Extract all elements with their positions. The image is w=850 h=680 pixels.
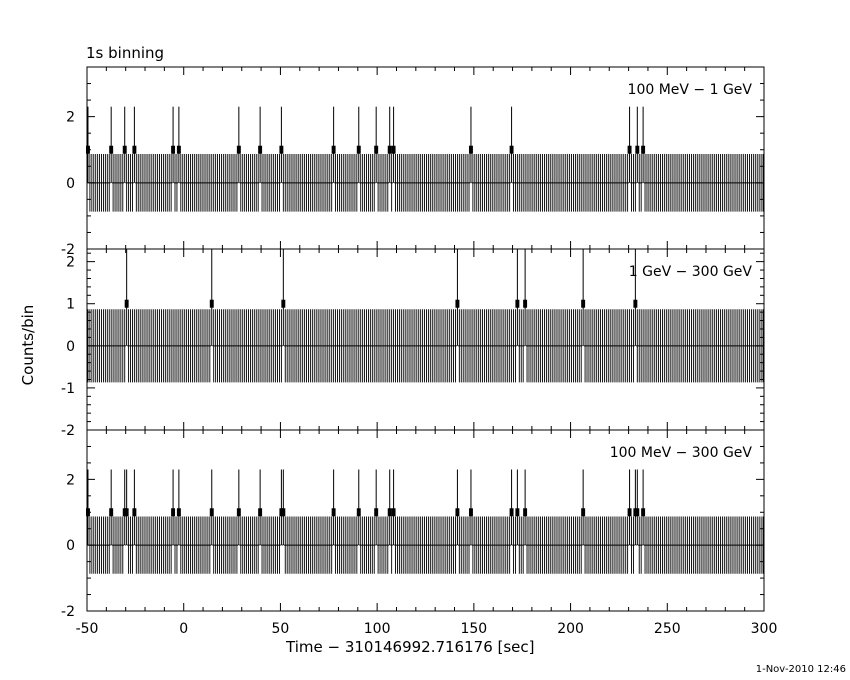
count-marker bbox=[509, 145, 514, 154]
count-marker bbox=[258, 145, 263, 154]
count-marker bbox=[279, 145, 284, 154]
x-axis-label: Time − 310146992.716176 [sec] bbox=[286, 638, 535, 656]
chart-title: 1s binning bbox=[86, 44, 165, 62]
y-tick-label: 0 bbox=[66, 339, 75, 355]
y-tick-label: 2 bbox=[66, 472, 75, 488]
count-marker bbox=[171, 145, 176, 154]
count-marker bbox=[236, 145, 241, 154]
x-tick-label: 300 bbox=[751, 621, 778, 637]
x-tick-label: -50 bbox=[76, 621, 99, 637]
count-marker bbox=[633, 299, 638, 308]
count-marker bbox=[281, 508, 286, 517]
panel-frame bbox=[86, 429, 765, 612]
count-marker bbox=[124, 299, 129, 308]
count-marker bbox=[515, 508, 520, 517]
y-tick-label: 0 bbox=[66, 538, 75, 554]
y-tick-label: -2 bbox=[61, 423, 75, 439]
count-marker bbox=[281, 299, 286, 308]
count-marker bbox=[236, 508, 241, 517]
count-marker bbox=[523, 299, 528, 308]
count-marker bbox=[641, 145, 646, 154]
panel-energy-label: 1 GeV − 300 GeV bbox=[629, 264, 753, 280]
x-tick-label: 100 bbox=[364, 621, 391, 637]
count-marker bbox=[455, 299, 460, 308]
count-marker bbox=[176, 508, 181, 517]
count-marker bbox=[374, 508, 379, 517]
count-marker bbox=[391, 508, 396, 517]
count-marker bbox=[109, 145, 114, 154]
count-marker bbox=[468, 508, 473, 517]
y-tick-label: 1 bbox=[66, 297, 75, 313]
count-marker bbox=[581, 299, 586, 308]
count-marker bbox=[331, 145, 336, 154]
count-marker bbox=[627, 508, 632, 517]
count-marker bbox=[523, 508, 528, 517]
count-marker bbox=[356, 145, 361, 154]
count-marker bbox=[387, 508, 392, 517]
count-marker bbox=[356, 508, 361, 517]
count-marker bbox=[627, 145, 632, 154]
y-tick-label: 2 bbox=[66, 255, 75, 271]
timestamp: 1-Nov-2010 12:46 bbox=[755, 664, 846, 675]
count-marker bbox=[391, 145, 396, 154]
count-marker bbox=[515, 299, 520, 308]
panel-energy-label: 100 MeV − 300 GeV bbox=[610, 445, 753, 461]
count-marker bbox=[641, 508, 646, 517]
count-marker bbox=[132, 508, 137, 517]
count-marker bbox=[387, 145, 392, 154]
count-marker bbox=[209, 299, 214, 308]
count-marker bbox=[209, 508, 214, 517]
count-marker bbox=[122, 145, 127, 154]
x-tick-label: 250 bbox=[654, 621, 681, 637]
y-tick-label: -2 bbox=[61, 604, 75, 620]
count-marker bbox=[635, 145, 640, 154]
y-tick-label: 0 bbox=[66, 176, 75, 192]
x-tick-label: 50 bbox=[272, 621, 290, 637]
count-marker bbox=[109, 508, 114, 517]
panel-energy-label: 100 MeV − 1 GeV bbox=[628, 82, 753, 98]
count-marker bbox=[455, 508, 460, 517]
count-marker bbox=[581, 508, 586, 517]
y-tick-label: 2 bbox=[66, 110, 75, 126]
count-marker bbox=[176, 145, 181, 154]
count-marker bbox=[171, 508, 176, 517]
count-marker bbox=[374, 145, 379, 154]
x-tick-label: 200 bbox=[557, 621, 584, 637]
y-tick-label: -2 bbox=[61, 242, 75, 258]
count-marker bbox=[509, 508, 514, 517]
count-marker bbox=[331, 508, 336, 517]
count-marker bbox=[468, 145, 473, 154]
x-tick-label: 150 bbox=[460, 621, 487, 637]
x-tick-label: 0 bbox=[179, 621, 188, 637]
count-marker bbox=[258, 508, 263, 517]
count-marker bbox=[635, 508, 640, 517]
y-axis-label: Counts/bin bbox=[19, 304, 37, 386]
y-tick-label: -1 bbox=[61, 381, 75, 397]
count-marker bbox=[124, 508, 129, 517]
count-marker bbox=[132, 145, 137, 154]
